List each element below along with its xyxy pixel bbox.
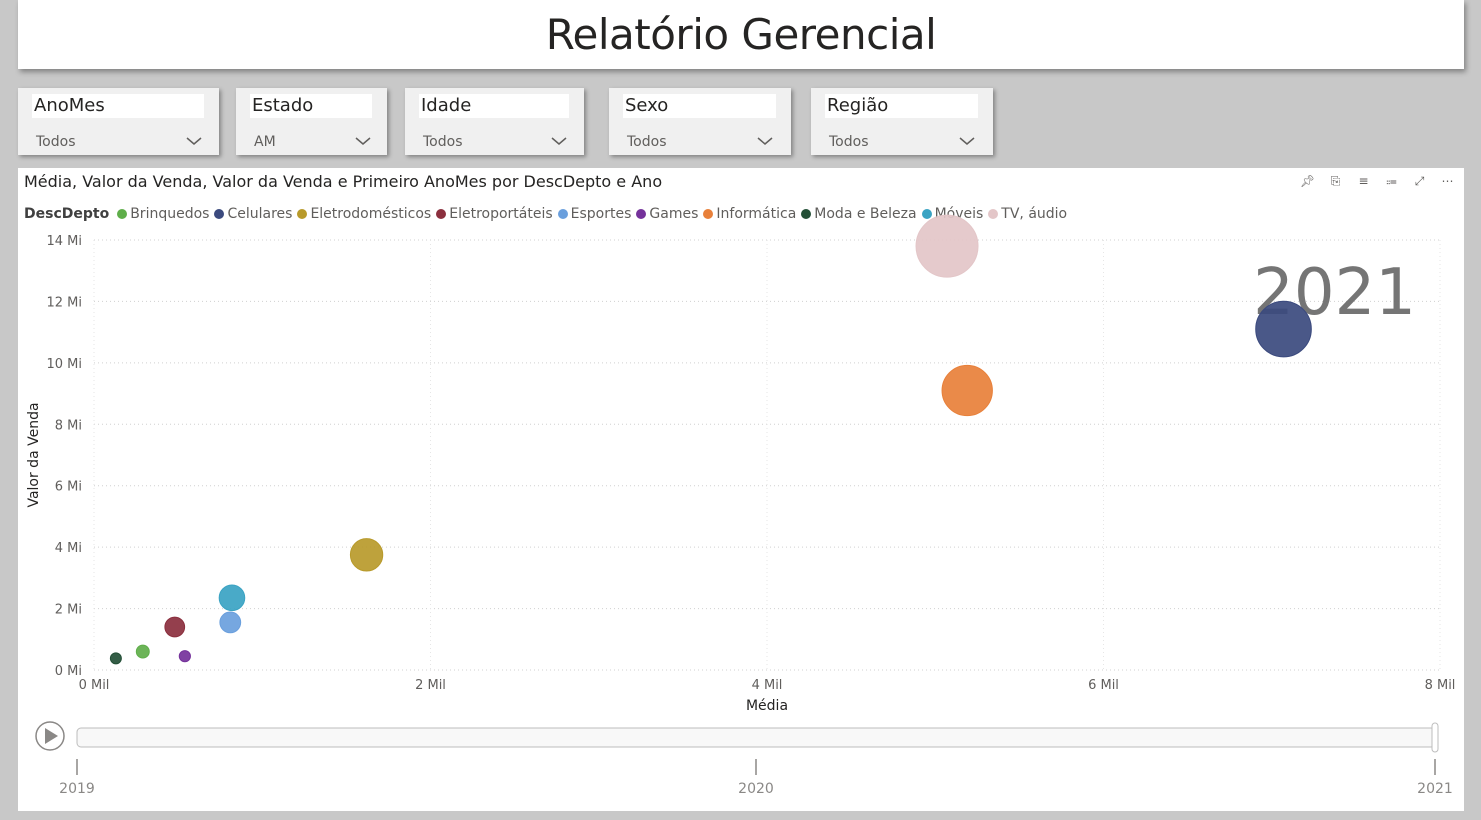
play-icon (45, 728, 58, 744)
slicer-value: Todos (423, 134, 463, 150)
bubble-brinquedos (135, 644, 150, 659)
legend-item[interactable]: Eletroportáteis (436, 206, 553, 222)
legend: DescDepto Brinquedos Celulares Eletrodomés… (24, 206, 1072, 222)
chevron-down-icon[interactable] (958, 134, 976, 148)
legend-item[interactable]: Moda e Beleza (801, 206, 917, 222)
slicer-value: Todos (829, 134, 869, 150)
legend-label: TV, áudio (1001, 206, 1068, 222)
more-icon[interactable]: ⋯ (1441, 174, 1454, 188)
legend-label: Informática (716, 206, 797, 222)
play-axis-tick-label: 2019 (59, 781, 95, 797)
legend-marker (703, 209, 714, 219)
legend-label: Esportes (570, 206, 632, 222)
y-tick-label: 14 Mi (46, 234, 82, 249)
y-tick-label: 6 Mi (55, 480, 82, 495)
legend-marker (921, 209, 932, 219)
legend-item[interactable]: Celulares (214, 206, 292, 222)
chevron-down-icon[interactable] (756, 134, 774, 148)
play-axis-track (76, 727, 1436, 748)
y-tick-label: 8 Mi (55, 418, 82, 433)
legend-item[interactable]: Eletrodomésticos (297, 206, 431, 222)
bubble-games (178, 650, 191, 663)
x-axis-title: Média (746, 698, 788, 714)
play-axis-handle (1431, 722, 1439, 753)
scatter-chart: 0 Mi 2 Mi 4 Mi 6 Mi 8 Mi 10 Mi 12 Mi 14 Mi 0 Mil… (26, 214, 1456, 797)
pin-icon[interactable]: 📌︎ (1299, 174, 1316, 188)
x-tick-label: 0 Mil (79, 678, 110, 693)
legend-marker (297, 209, 308, 219)
bubble-esportes (219, 611, 242, 634)
legend-label: Eletroportáteis (449, 206, 553, 222)
x-tick-label: 6 Mil (1088, 678, 1119, 693)
bubble-eletrodom-sticos (349, 538, 384, 572)
legend-label: Moda e Beleza (814, 206, 917, 222)
report-title: Relatório Gerencial (545, 10, 937, 59)
visual-header-icons: 📌︎ ⎘ ≡ ⩴ ⤢ ⋯ (1299, 174, 1456, 189)
legend-label: Eletrodomésticos (310, 206, 432, 222)
slicer-label: Idade (419, 94, 569, 118)
slicer-label: AnoMes (32, 94, 204, 118)
y-tick-label: 10 Mi (46, 357, 82, 372)
play-axis-tick-label: 2020 (738, 781, 774, 797)
y-axis-title: Valor da Venda (26, 402, 42, 507)
focus-icon[interactable]: ⩴ (1386, 174, 1397, 188)
y-tick-label: 0 Mi (55, 664, 82, 679)
slicer-sexo[interactable]: Sexo Todos (609, 88, 791, 155)
legend-label: Games (649, 206, 699, 222)
slicer-estado[interactable]: Estado AM (236, 88, 387, 155)
expand-icon[interactable]: ⤢ (1414, 174, 1425, 188)
chevron-down-icon[interactable] (185, 134, 203, 148)
legend-item[interactable]: Informática (703, 206, 796, 222)
legend-marker (436, 209, 447, 219)
slicer-idade[interactable]: Idade Todos (405, 88, 584, 155)
legend-label: Celulares (227, 206, 293, 222)
slicer-regiao[interactable]: Região Todos (811, 88, 993, 155)
x-tick-label: 8 Mil (1425, 678, 1456, 693)
x-tick-label: 4 Mil (752, 678, 783, 693)
bubble-eletroport-teis (164, 616, 186, 638)
filter-icon[interactable]: ≡ (1358, 174, 1369, 188)
y-tick-label: 12 Mi (46, 295, 82, 310)
legend-title: DescDepto (24, 206, 110, 222)
legend-marker (988, 209, 999, 219)
legend-item[interactable]: Esportes (557, 206, 632, 222)
y-tick-label: 4 Mi (55, 541, 82, 556)
slicer-label: Região (825, 94, 978, 118)
bubble-moda-e-beleza (109, 652, 122, 665)
legend-item[interactable]: TV, áudio (988, 206, 1067, 222)
report-header: Relatório Gerencial (18, 0, 1464, 69)
x-tick-label: 2 Mil (415, 678, 446, 693)
visual-title: Média, Valor da Venda, Valor da Venda e … (24, 172, 663, 191)
chevron-down-icon[interactable] (550, 134, 568, 148)
legend-item[interactable]: Brinquedos (117, 206, 209, 222)
y-tick-label: 2 Mi (55, 603, 82, 618)
chevron-down-icon[interactable] (354, 134, 372, 148)
slicer-value: Todos (627, 134, 667, 150)
copy-icon[interactable]: ⎘ (1330, 174, 1341, 188)
play-axis-tick-label: 2021 (1417, 781, 1453, 797)
slicer-value: Todos (36, 134, 76, 150)
scatter-visual[interactable]: Média, Valor da Venda, Valor da Venda e … (18, 168, 1464, 811)
slicer-anomes[interactable]: AnoMes Todos (18, 88, 219, 155)
slicer-label: Sexo (623, 94, 776, 118)
slicer-label: Estado (250, 94, 372, 118)
bubble-m-veis (218, 584, 246, 612)
legend-item[interactable]: Games (636, 206, 698, 222)
bubble-celulares (1255, 300, 1312, 358)
bubble-tv-udio (915, 214, 979, 278)
bubble-inform-tica (941, 364, 993, 417)
legend-label: Brinquedos (130, 206, 210, 222)
legend-marker (636, 209, 647, 219)
slicer-value: AM (254, 134, 276, 150)
legend-marker (801, 209, 812, 219)
legend-marker (557, 209, 568, 219)
legend-marker (117, 209, 128, 219)
legend-marker (214, 209, 225, 219)
